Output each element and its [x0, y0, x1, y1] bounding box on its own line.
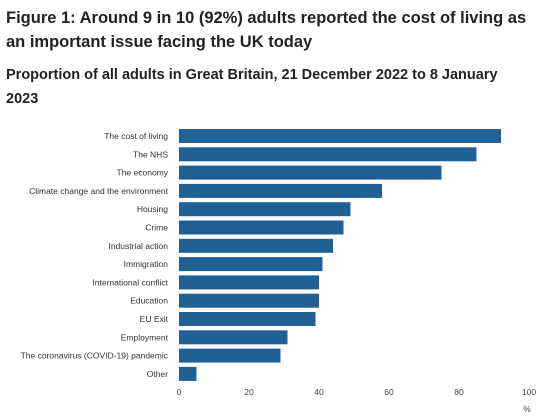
x-tick-label: 80 — [454, 387, 464, 397]
bar — [179, 238, 333, 253]
bar — [179, 220, 344, 235]
category-label: Crime — [145, 223, 168, 233]
category-label: Education — [130, 296, 168, 306]
category-label: Other — [147, 369, 168, 379]
bar — [179, 147, 477, 162]
chart-title: Figure 1: Around 9 in 10 (92%) adults re… — [6, 9, 527, 51]
category-label: The economy — [117, 168, 169, 178]
category-label: The coronavirus (COVID-19) pandemic — [21, 351, 169, 361]
bar — [179, 165, 442, 180]
bar — [179, 275, 319, 290]
bar — [179, 366, 197, 381]
x-tick-label: 0 — [177, 387, 182, 397]
bar — [179, 312, 316, 326]
category-label: Immigration — [124, 259, 169, 269]
category-label: EU Exit — [140, 314, 169, 324]
category-label: International conflict — [92, 277, 168, 287]
x-tick-label: 60 — [384, 387, 394, 397]
chart-subtitle: Proportion of all adults in Great Britai… — [6, 67, 498, 107]
x-tick-label: 20 — [244, 387, 254, 397]
category-label: The NHS — [133, 149, 168, 159]
bar — [179, 183, 382, 198]
category-label: Industrial action — [108, 241, 168, 251]
category-label: Housing — [137, 204, 168, 214]
x-axis-unit-label: % — [523, 404, 531, 414]
bar — [179, 293, 319, 308]
bar — [179, 348, 281, 363]
bars — [179, 129, 501, 381]
bar — [179, 257, 323, 272]
category-labels: The cost of living The NHS The economy Clim… — [21, 131, 169, 379]
x-axis: 0 20 40 60 80 100% — [177, 387, 537, 414]
category-label: Climate change and the environment — [29, 186, 169, 196]
bar — [179, 129, 501, 143]
bar — [179, 330, 288, 345]
category-label: Employment — [121, 332, 169, 342]
bar — [179, 202, 351, 217]
x-tick-label: 40 — [314, 387, 324, 397]
category-label: The cost of living — [104, 131, 168, 141]
x-tick-label: 100 — [522, 387, 536, 397]
